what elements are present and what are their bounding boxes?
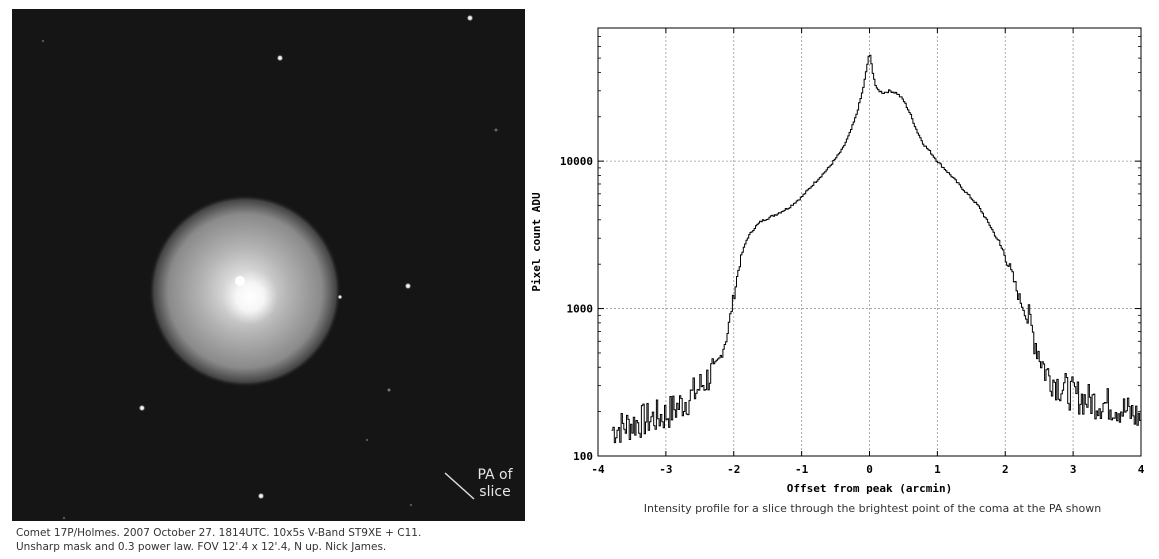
x-tick-label: -4: [591, 463, 605, 476]
x-tick-label: 3: [1070, 463, 1077, 476]
x-tick-label: 1: [934, 463, 941, 476]
star: [494, 128, 498, 132]
image-caption-line2: Unsharp mask and 0.3 power law. FOV 12'.…: [16, 540, 387, 553]
profile-series-line: [611, 54, 1141, 444]
star: [62, 516, 66, 520]
comet-image-panel: PA of slice: [12, 9, 525, 521]
chart-caption: Intensity profile for a slice through th…: [643, 502, 1102, 515]
star: [257, 492, 265, 500]
pa-label-line2: slice: [479, 484, 511, 500]
comet-nucleus: [235, 276, 245, 286]
pa-slice-line: [444, 472, 475, 500]
star: [276, 54, 284, 62]
y-tick-label: 10000: [560, 155, 593, 168]
x-tick-label: -2: [727, 463, 740, 476]
star: [337, 294, 343, 300]
star: [138, 404, 146, 412]
pa-label-line1: PA of: [477, 467, 513, 483]
x-axis-label: Offset from peak (arcmin): [787, 482, 953, 495]
x-tick-label: 0: [866, 463, 873, 476]
x-tick-label: -3: [659, 463, 672, 476]
x-tick-label: 4: [1138, 463, 1145, 476]
y-tick-label: 100: [573, 450, 593, 463]
image-caption: Comet 17P/Holmes. 2007 October 27. 1814U…: [16, 527, 536, 554]
star: [409, 503, 413, 507]
x-tick-label: -1: [795, 463, 809, 476]
y-axis-label: Pixel count ADU: [530, 192, 543, 292]
x-tick-label: 2: [1002, 463, 1009, 476]
star: [41, 39, 45, 43]
comet-core: [222, 269, 278, 325]
intensity-profile-chart: -4 -3 -2 -1 0 1 2 3 4 100 1000 10000 Offset from pea…: [530, 27, 1145, 495]
star: [404, 282, 412, 290]
image-caption-line1: Comet 17P/Holmes. 2007 October 27. 1814U…: [16, 527, 422, 539]
star: [365, 438, 369, 442]
comet-image: [12, 9, 525, 521]
star: [387, 388, 391, 392]
star: [466, 14, 474, 22]
y-tick-label: 1000: [567, 303, 594, 316]
pa-label: PA of slice: [473, 467, 517, 501]
